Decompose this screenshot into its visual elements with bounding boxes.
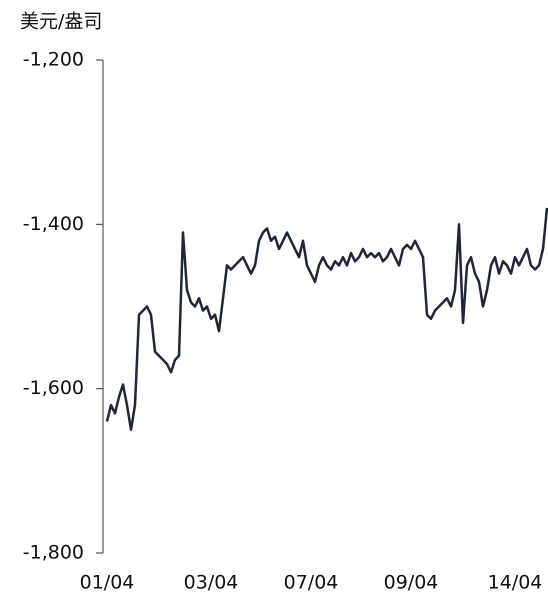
- price-line: [105, 207, 548, 431]
- x-tick-label: 01/04: [80, 572, 135, 594]
- x-tick-label: 03/04: [184, 572, 239, 594]
- x-tick-label: 07/04: [284, 572, 339, 594]
- y-tick-label: -1,200: [23, 49, 84, 71]
- y-tick-label: -1,400: [23, 213, 84, 235]
- y-tick-label: -1,800: [23, 542, 84, 564]
- x-tick-label: 09/04: [384, 572, 439, 594]
- y-axis-label: 美元/盎司: [20, 11, 102, 33]
- x-tick-label: 14/04: [488, 572, 543, 594]
- y-tick-label: -1,600: [23, 377, 84, 399]
